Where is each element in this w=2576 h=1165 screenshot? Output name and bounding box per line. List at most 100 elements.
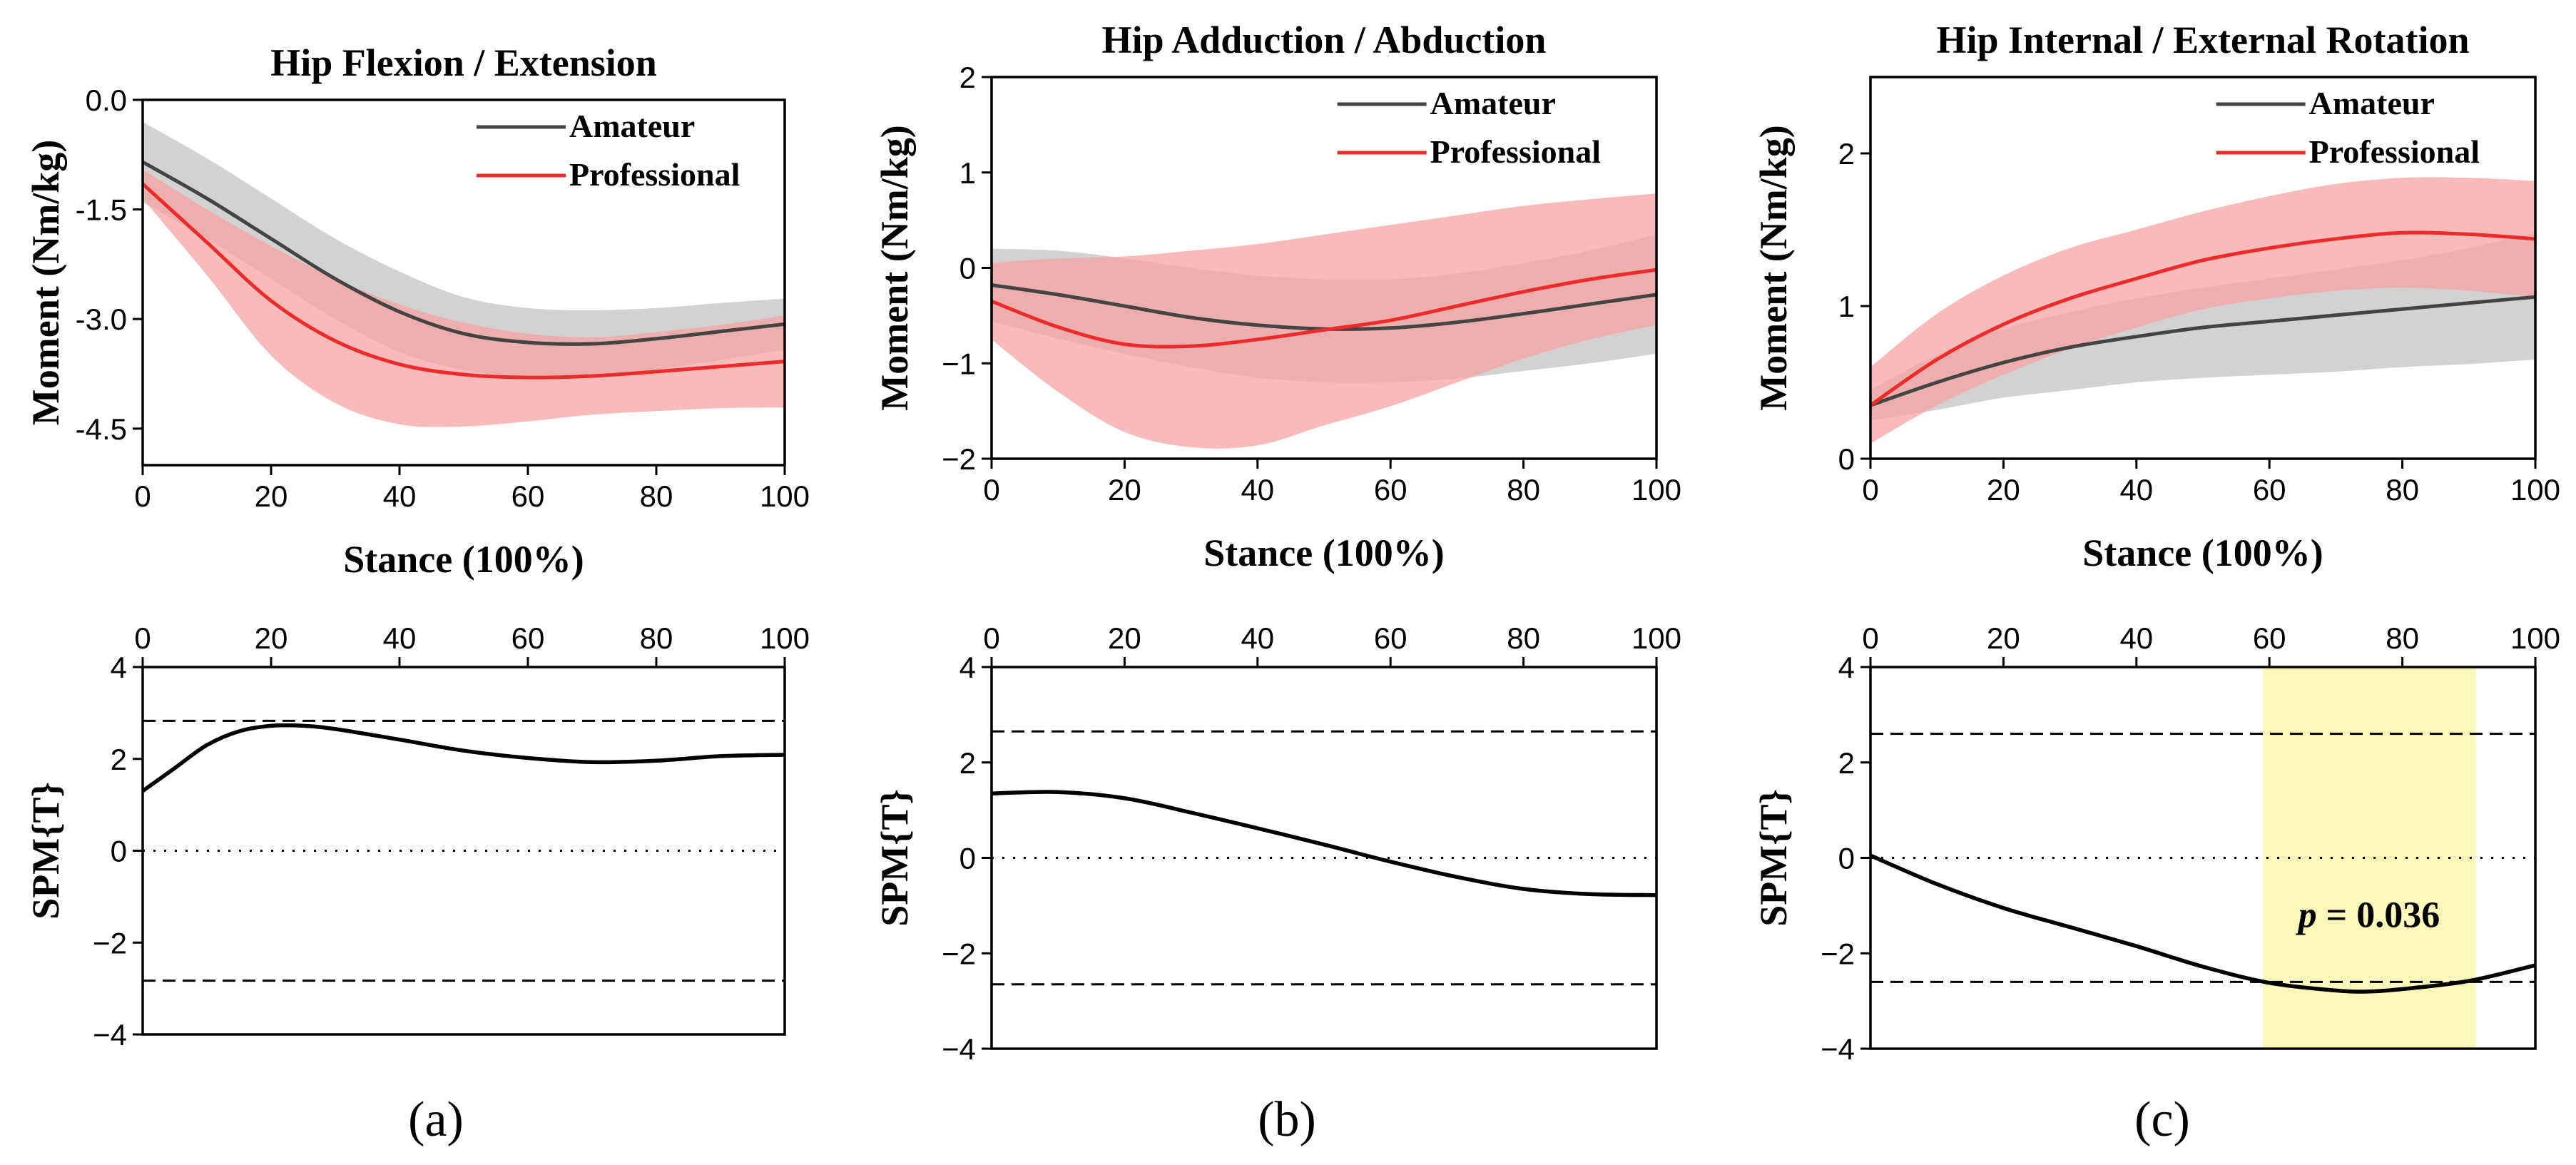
x-tick-label: 100 <box>760 479 810 513</box>
y-tick-label: 2 <box>1838 137 1855 171</box>
plot-area <box>992 730 1656 986</box>
y-tick-label: 0 <box>959 842 976 875</box>
x-tick-label: 80 <box>1507 621 1540 655</box>
x-tick-label: 80 <box>640 479 673 513</box>
chart-title: Hip Flexion / Extension <box>270 41 657 84</box>
y-tick-label: 2 <box>959 61 976 94</box>
series-line-professional <box>143 182 785 380</box>
x-tick-label: 100 <box>2510 473 2560 507</box>
x-axis-label: Stance (100%) <box>2082 531 2323 574</box>
x-tick-label: 60 <box>511 479 545 513</box>
significance-annotation: p = 0.036 <box>2296 895 2440 935</box>
x-tick-label: 0 <box>983 473 999 507</box>
y-tick-label: −2 <box>1821 937 1855 970</box>
chart-b-bottom: 0 20 40 60 80 100 −4 −2 0 2 4 SPM{T} <box>873 621 1681 1066</box>
legend-label-amateur: Amateur <box>569 108 695 144</box>
series-line-spmt <box>1870 853 2535 994</box>
y-tick-label: −1 <box>942 347 976 380</box>
plot-frame <box>141 98 786 467</box>
y-tick-label: 2 <box>1838 746 1855 780</box>
plot-area <box>143 719 785 982</box>
y-tick-label: −2 <box>942 442 976 476</box>
y-tick-label: 1 <box>1838 290 1855 323</box>
x-tick-label: 0 <box>983 621 999 655</box>
x-tick-label: 100 <box>1631 621 1681 655</box>
y-tick-label: 0.0 <box>86 83 127 117</box>
band-professional <box>143 169 785 427</box>
chart-b-top: 0 20 40 60 80 100 −2 −1 0 1 2 Hip Adduction / Abduc… <box>873 19 1681 574</box>
x-tick-label: 0 <box>134 479 151 513</box>
x-tick-label: 0 <box>1862 473 1878 507</box>
y-tick-label: -1.5 <box>76 193 127 227</box>
y-tick-label: −2 <box>93 926 127 960</box>
x-tick-label: 40 <box>2119 473 2153 507</box>
x-tick-label: 60 <box>1374 621 1407 655</box>
plot-area <box>1870 733 2535 994</box>
y-tick-label: 0 <box>1838 442 1855 476</box>
x-tick-label: 20 <box>255 479 288 513</box>
y-tick-label: 4 <box>1838 651 1855 684</box>
series-line-professional <box>992 268 1656 349</box>
y-tick-label: 2 <box>959 746 976 780</box>
y-axis-label: Moment (Nm/kg) <box>1752 125 1795 410</box>
x-tick-label: 0 <box>134 621 151 655</box>
x-tick-label: 80 <box>2386 473 2419 507</box>
y-axis-label: Moment (Nm/kg) <box>873 125 916 410</box>
x-tick-label: 80 <box>640 621 673 655</box>
y-axis-label: SPM{T} <box>24 782 67 920</box>
x-tick-label: 40 <box>1241 621 1274 655</box>
series-line-amateur <box>143 160 785 346</box>
series-line-spmt <box>143 723 785 793</box>
legend-label-amateur: Amateur <box>2309 85 2435 121</box>
chart-title: Hip Adduction / Abduction <box>1102 19 1547 61</box>
chart-a-top: 0 20 40 60 80 100 0.0 -1.5 -3.0 -4.5 Hip Flexion /… <box>24 41 810 581</box>
x-tick-label: 100 <box>1631 473 1681 507</box>
y-tick-label: −4 <box>942 1032 976 1066</box>
y-tick-label: 0 <box>959 252 976 285</box>
series-line-spmt <box>992 790 1656 897</box>
chart-c-top: 0 20 40 60 80 100 0 1 2 Hip Internal / External R… <box>1752 19 2560 574</box>
plot-frame <box>1869 76 2537 460</box>
chart-title: Hip Internal / External Rotation <box>1936 19 2469 61</box>
plot-area <box>143 121 785 427</box>
chart-c-bottom: 0 20 40 60 80 100 −4 −2 0 2 4 SPM{T} p = 0.036 <box>1752 621 2560 1066</box>
y-tick-label: -4.5 <box>76 412 127 446</box>
y-tick-label: −4 <box>1821 1032 1855 1066</box>
x-tick-label: 40 <box>1241 473 1274 507</box>
series-line-professional <box>1870 230 2535 407</box>
p-value: = 0.036 <box>2317 895 2440 935</box>
y-tick-label: -3.0 <box>76 302 127 336</box>
y-tick-label: 1 <box>959 156 976 190</box>
legend-label-amateur: Amateur <box>1430 85 1556 121</box>
band-professional <box>1870 177 2535 444</box>
y-tick-label: 0 <box>111 835 127 868</box>
band-amateur <box>143 121 785 378</box>
x-tick-label: 20 <box>1987 621 2020 655</box>
x-tick-label: 60 <box>1374 473 1407 507</box>
x-axis-label: Stance (100%) <box>343 538 584 581</box>
x-tick-label: 20 <box>1108 473 1141 507</box>
x-tick-label: 20 <box>1987 473 2020 507</box>
plot-area <box>1870 177 2535 444</box>
panel-label: (b) <box>1258 1092 1316 1147</box>
y-tick-label: 4 <box>959 651 976 684</box>
y-tick-label: 4 <box>111 651 127 684</box>
panel-label: (c) <box>2134 1092 2190 1147</box>
x-tick-label: 20 <box>255 621 288 655</box>
series-line-amateur <box>1870 295 2535 407</box>
x-tick-label: 100 <box>760 621 810 655</box>
p-symbol: p <box>2296 895 2317 935</box>
y-axis-label: SPM{T} <box>1752 789 1795 927</box>
x-tick-label: 80 <box>2386 621 2419 655</box>
legend-label-professional: Professional <box>569 156 740 193</box>
y-tick-label: −4 <box>93 1018 127 1052</box>
x-tick-label: 60 <box>2253 473 2286 507</box>
x-tick-label: 100 <box>2510 621 2560 655</box>
panel-label: (a) <box>408 1092 464 1147</box>
x-axis-label: Stance (100%) <box>1203 531 1444 574</box>
x-tick-label: 60 <box>511 621 545 655</box>
x-tick-label: 40 <box>383 479 417 513</box>
x-tick-label: 40 <box>383 621 417 655</box>
y-axis-label: SPM{T} <box>873 789 916 927</box>
